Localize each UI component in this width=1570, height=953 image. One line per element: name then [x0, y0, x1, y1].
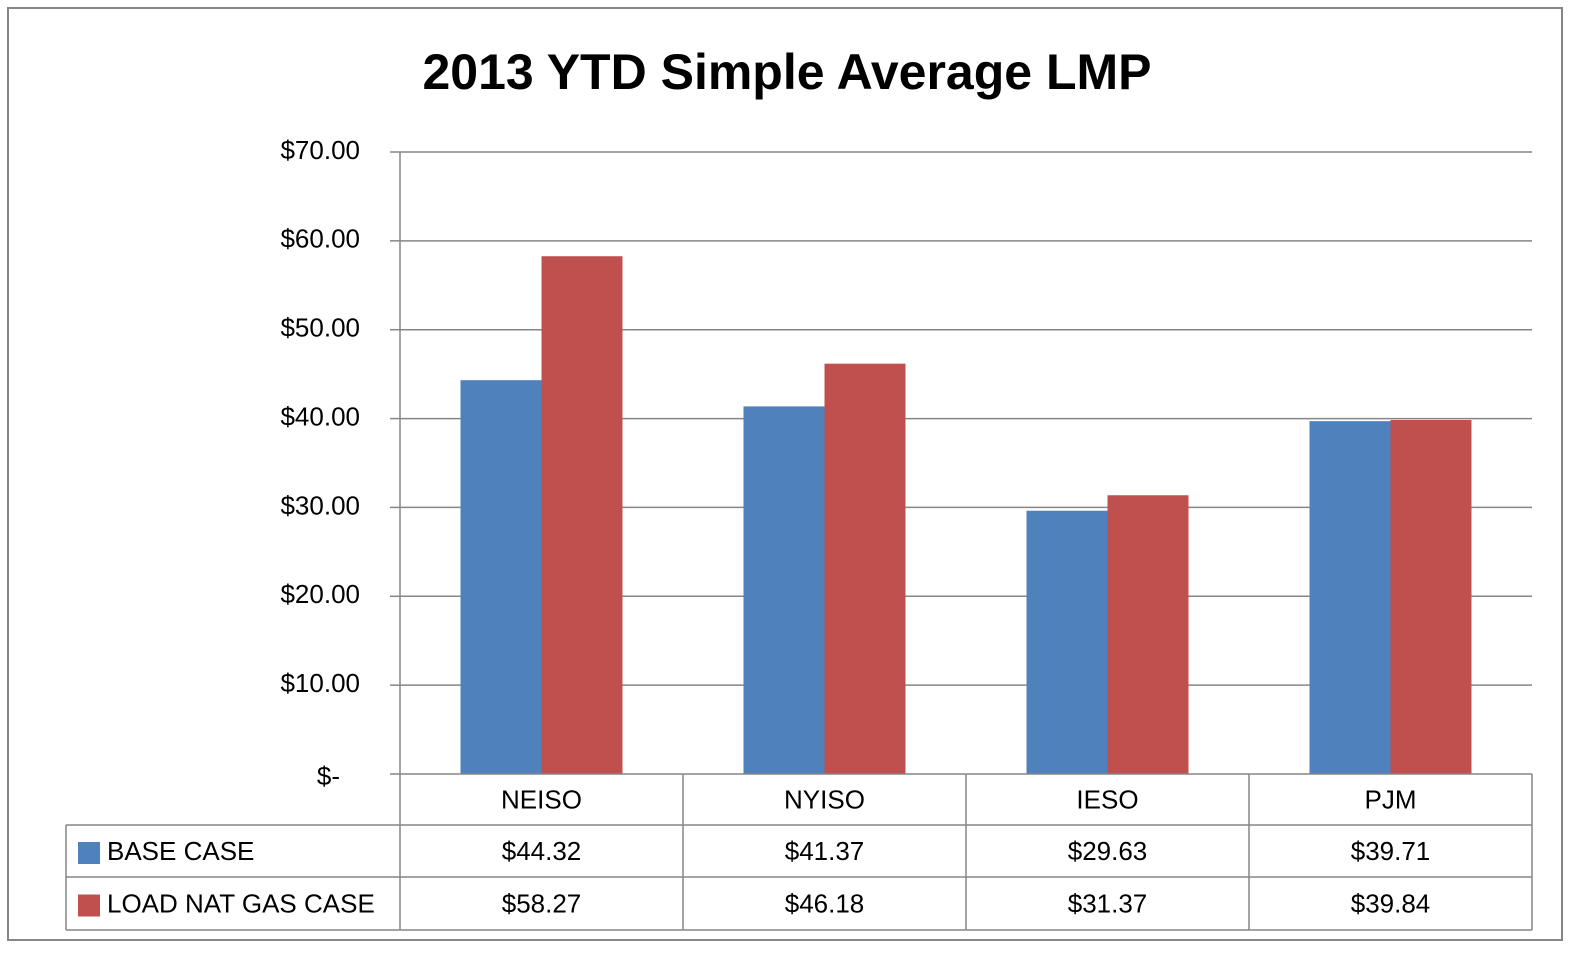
y-tick-label: $40.00 — [280, 401, 360, 431]
data-label: $39.71 — [1351, 836, 1431, 866]
data-label: $39.84 — [1351, 888, 1431, 918]
legend-label: LOAD NAT GAS CASE — [107, 888, 375, 918]
x-tick-label: NYISO — [784, 784, 865, 814]
bar — [1026, 510, 1108, 774]
y-tick-label: $20.00 — [280, 579, 360, 609]
y-tick-label: $10.00 — [280, 668, 360, 698]
bar — [1309, 421, 1391, 774]
bar — [743, 406, 825, 774]
y-tick-label: $60.00 — [280, 224, 360, 254]
data-label: $41.37 — [785, 836, 865, 866]
data-label: $46.18 — [785, 888, 865, 918]
y-tick-label: $- — [317, 761, 340, 791]
y-tick-label: $70.00 — [280, 135, 360, 165]
legend-swatch — [78, 894, 100, 917]
y-tick-label: $50.00 — [280, 313, 360, 343]
legend-swatch — [78, 842, 100, 864]
bar — [1107, 495, 1189, 774]
bar — [824, 363, 906, 774]
x-tick-label: PJM — [1365, 784, 1417, 814]
data-label: $31.37 — [1068, 888, 1148, 918]
x-tick-label: NEISO — [501, 784, 582, 814]
data-label: $44.32 — [502, 836, 582, 866]
x-tick-label: IESO — [1076, 784, 1138, 814]
bar — [460, 380, 542, 774]
bar — [1390, 419, 1472, 774]
data-label: $58.27 — [502, 888, 582, 918]
bar — [541, 256, 623, 774]
data-label: $29.63 — [1068, 836, 1148, 866]
legend-label: BASE CASE — [107, 836, 254, 866]
chart-title: 2013 YTD Simple Average LMP — [422, 44, 1151, 100]
y-tick-label: $30.00 — [280, 490, 360, 520]
